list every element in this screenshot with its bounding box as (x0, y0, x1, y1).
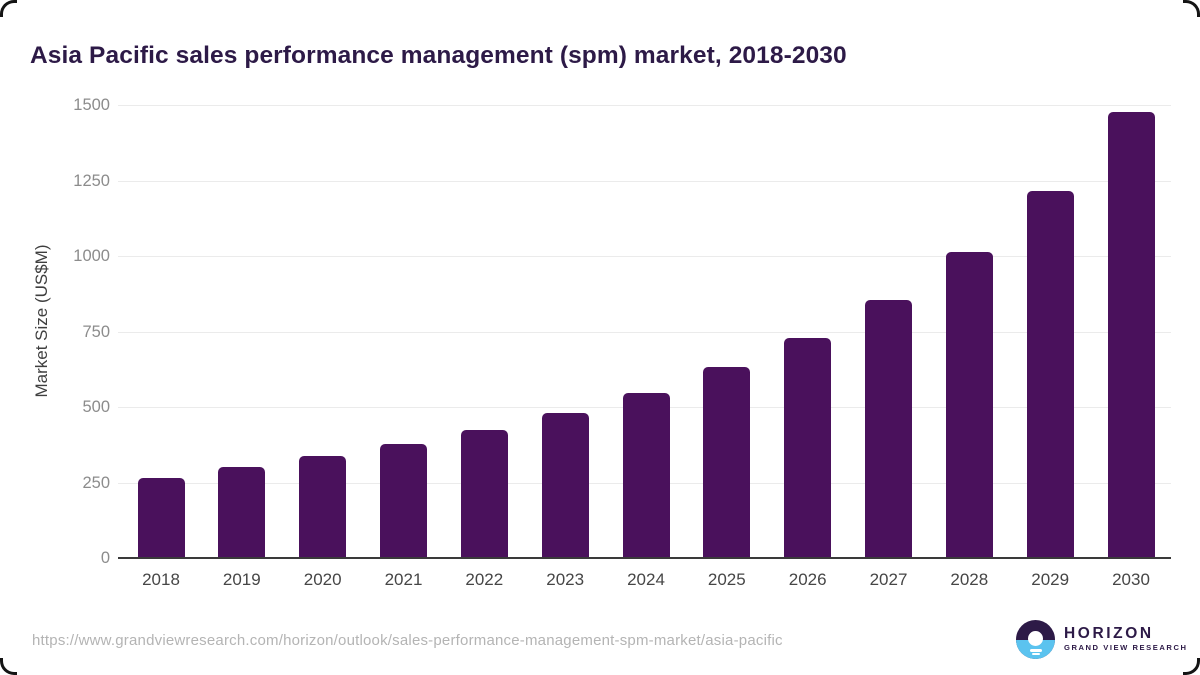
bar-2030 (1107, 112, 1155, 558)
x-tick-label: 2023 (546, 570, 585, 589)
bar-2018 (137, 478, 185, 558)
logo-subtitle: GRAND VIEW RESEARCH (1064, 643, 1188, 652)
logo-text-block: HORIZON GRAND VIEW RESEARCH (1064, 626, 1188, 653)
gridline (118, 105, 1171, 106)
gridline (118, 180, 1171, 182)
bar-2026 (784, 337, 832, 558)
card-corner-border (0, 658, 17, 675)
x-tick-label: 2021 (384, 570, 423, 589)
chart-title: Asia Pacific sales performance managemen… (30, 42, 847, 70)
bar-2025 (703, 367, 751, 558)
x-tick-label: 2028 (950, 570, 989, 589)
bar-2024 (622, 392, 670, 558)
card-corner-border (1183, 658, 1200, 675)
bar-2020 (299, 456, 347, 558)
logo-reflection-line (1029, 649, 1042, 652)
y-tick-label: 0 (100, 549, 110, 567)
y-tick-label: 1500 (73, 96, 110, 114)
card-corner-border (1183, 0, 1200, 17)
gridline (118, 256, 1171, 257)
y-tick-label: 1250 (73, 171, 110, 190)
bar-2021 (380, 444, 427, 558)
x-tick-label: 2019 (222, 570, 261, 589)
card-corner-border (0, 0, 17, 17)
x-tick-label: 2030 (1112, 570, 1150, 589)
x-tick-label: 2022 (465, 570, 504, 589)
x-tick-label: 2020 (303, 570, 342, 589)
bar-2022 (460, 429, 508, 558)
bar-2029 (1026, 191, 1074, 558)
bar-2019 (218, 467, 266, 558)
x-tick-label: 2024 (627, 570, 665, 589)
bar-2027 (865, 299, 912, 558)
bar-2023 (541, 413, 589, 558)
x-tick-label: 2027 (869, 570, 908, 589)
y-tick-label: 250 (82, 473, 110, 492)
source-url-text: https://www.grandviewresearch.com/horizo… (32, 632, 783, 649)
y-tick-label: 750 (82, 322, 110, 341)
x-axis-line (118, 557, 1171, 559)
horizon-sunset-icon (1016, 620, 1055, 659)
x-tick-label: 2029 (1031, 570, 1070, 589)
bar-2028 (945, 252, 993, 558)
y-tick-label: 500 (82, 398, 110, 416)
x-tick-label: 2018 (142, 570, 180, 589)
x-tick-label: 2025 (707, 570, 746, 589)
y-tick-label: 1000 (73, 247, 110, 265)
gridline (118, 331, 1171, 333)
logo-name: HORIZON (1064, 625, 1154, 642)
horizon-logo: HORIZON GRAND VIEW RESEARCH (1016, 620, 1188, 659)
logo-sun (1028, 631, 1043, 646)
logo-reflection-line (1031, 653, 1040, 655)
x-tick-label: 2026 (788, 570, 827, 589)
